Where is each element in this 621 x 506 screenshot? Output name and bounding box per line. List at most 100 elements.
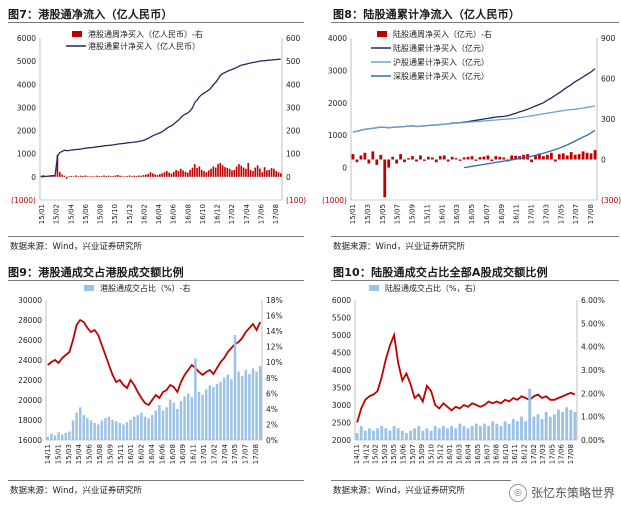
bar-mark: [413, 428, 417, 440]
series-line: [356, 331, 576, 423]
bar-mark: [510, 155, 514, 160]
x-axis-tick-label: 16/03: [455, 444, 463, 464]
right-axis-tick-label: 0: [601, 156, 606, 165]
x-axis-tick-label: 15/09: [418, 444, 426, 464]
bar-mark: [126, 175, 129, 177]
bar-mark: [546, 154, 549, 160]
bar-mark: [244, 370, 248, 440]
bar-mark: [93, 422, 96, 440]
legend-label: 港股通成交占比（%）-右: [100, 283, 191, 293]
bar-mark: [434, 159, 438, 163]
bar-mark: [238, 164, 240, 177]
bar-mark: [118, 422, 122, 440]
bar-mark: [376, 428, 380, 440]
bar-mark: [565, 407, 569, 440]
bar-mark: [78, 407, 82, 440]
bar-mark: [163, 172, 166, 177]
x-axis-tick-label: 15/01: [38, 204, 46, 224]
source-note: 数据来源：Wind，兴业证券研究所: [10, 486, 142, 496]
bar-mark: [520, 416, 523, 440]
bar-mark: [419, 155, 422, 160]
bar-mark: [557, 154, 561, 160]
bar-mark: [197, 391, 201, 440]
x-axis-tick-label: 16/07: [483, 444, 491, 464]
bar-mark: [503, 421, 507, 440]
bar-mark: [255, 371, 258, 440]
bar-mark: [536, 414, 540, 440]
bar-mark: [450, 156, 454, 160]
bar-mark: [487, 426, 491, 440]
bar-mark: [89, 176, 91, 177]
bar-mark: [104, 418, 107, 440]
bar-mark: [462, 426, 466, 440]
bar-mark: [355, 159, 359, 163]
bar-mark: [528, 388, 532, 440]
watermark: ◎ 张忆东策略世界: [508, 484, 615, 502]
bar-mark: [581, 151, 585, 160]
bar-mark: [277, 172, 280, 177]
right-axis-tick-label: 400: [286, 80, 301, 89]
x-axis-tick-label: 17/05: [231, 444, 239, 464]
bar-mark: [491, 421, 495, 440]
x-axis-tick-label: 16/01: [438, 204, 446, 224]
bar-mark: [100, 420, 104, 440]
left-axis-tick-label: 26000: [18, 336, 42, 345]
bar-mark: [542, 156, 545, 160]
bar-mark: [189, 169, 191, 177]
left-axis-tick-label: 3000: [332, 401, 351, 410]
bar-mark: [355, 433, 359, 440]
bar-mark: [482, 156, 486, 160]
bar-mark: [93, 176, 96, 177]
bar-mark: [270, 168, 273, 177]
right-axis-tick-label: 1.00%: [581, 413, 605, 422]
bar-mark: [154, 174, 156, 177]
bar-mark: [515, 421, 519, 440]
bar-mark: [511, 419, 515, 440]
bar-mark: [245, 168, 247, 177]
legend-label: 陆股通成交占比（%，右）: [385, 283, 481, 293]
bar-mark: [53, 435, 57, 440]
left-axis-tick-label: 28000: [18, 316, 42, 325]
left-axis-tick-label: 5500: [332, 314, 351, 323]
x-axis-tick-label: 16/01: [446, 444, 454, 464]
x-axis-tick-label: 15/01: [54, 444, 62, 464]
bar-mark: [478, 426, 482, 440]
bar-mark: [268, 169, 271, 177]
bar-mark: [540, 419, 544, 440]
bar-mark: [589, 153, 593, 160]
bar-mark: [154, 410, 158, 440]
bar-mark: [230, 379, 233, 440]
chart-svg: 40003000200010000(1000)9006003000(300)15…: [322, 29, 621, 224]
bar-mark: [259, 168, 261, 177]
bar-mark: [375, 159, 379, 165]
bar-mark: [205, 172, 208, 177]
bar-mark: [569, 152, 573, 160]
bar-mark: [249, 169, 252, 177]
bar-mark: [454, 428, 458, 440]
bar-mark: [553, 159, 557, 162]
bar-mark: [577, 154, 581, 160]
bar-mark: [498, 156, 502, 160]
bar-mark: [458, 423, 462, 440]
right-axis-tick-label: 4%: [266, 405, 278, 414]
bar-mark: [166, 171, 168, 177]
bar-mark: [450, 426, 454, 440]
bar-mark: [149, 172, 152, 177]
bar-mark: [585, 152, 589, 160]
x-axis-tick-label: 17/07: [572, 204, 580, 224]
bar-mark: [474, 423, 478, 440]
bar-mark: [170, 173, 173, 177]
legend-swatch: [84, 285, 94, 291]
bar-mark: [466, 428, 470, 440]
bar-mark: [207, 170, 210, 177]
bar-mark: [204, 389, 208, 440]
left-axis-tick-label: 1000: [17, 150, 36, 159]
x-axis-tick-label: 17/06: [257, 203, 265, 224]
bar-mark: [363, 430, 367, 440]
left-axis-tick-label: 0: [342, 164, 347, 173]
bar-mark: [499, 426, 503, 440]
bar-mark: [168, 399, 172, 440]
bar-mark: [91, 176, 94, 177]
source-rule: [331, 236, 619, 237]
bar-mark: [110, 176, 112, 177]
